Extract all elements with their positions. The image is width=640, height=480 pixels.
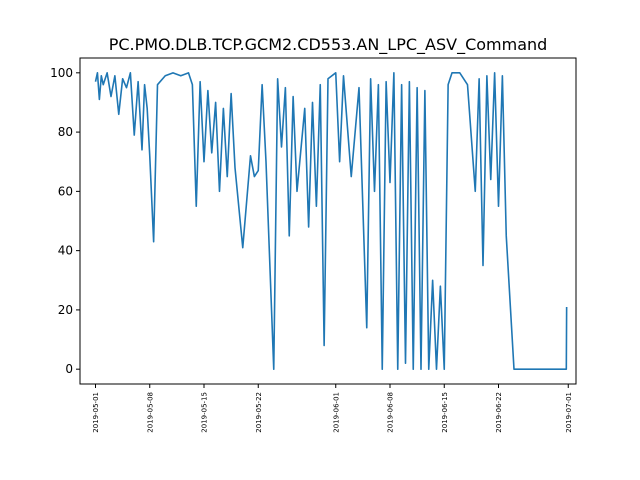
x-tick-label: 2019-07-01 — [565, 392, 573, 433]
x-tick-label: 2019-05-01 — [92, 392, 100, 433]
series-line-0 — [94, 72, 568, 370]
x-tick-label: 2019-05-22 — [255, 392, 263, 433]
y-axis: 0 20 40 60 80 100 — [50, 66, 80, 376]
y-tick-label: 80 — [58, 125, 73, 139]
x-tick-label: 2019-06-22 — [495, 392, 503, 433]
y-tick-label: 60 — [58, 184, 73, 198]
y-tick-label: 40 — [58, 244, 73, 258]
x-tick-label: 2019-06-01 — [332, 392, 340, 433]
series-layer — [94, 72, 568, 370]
x-tick-label: 2019-06-08 — [387, 392, 395, 433]
chart-title: PC.PMO.DLB.TCP.GCM2.CD553.AN_LPC_ASV_Com… — [109, 35, 548, 55]
y-tick-label: 100 — [50, 66, 73, 80]
y-tick-label: 20 — [58, 303, 73, 317]
plot-frame — [79, 57, 577, 385]
x-tick-label: 2019-06-15 — [441, 392, 449, 433]
y-tick-label: 0 — [65, 362, 73, 376]
x-tick-label: 2019-05-15 — [201, 392, 209, 433]
x-axis: 2019-05-01 2019-05-08 2019-05-15 2019-05-22… — [92, 384, 573, 433]
x-tick-label: 2019-05-08 — [146, 392, 154, 433]
